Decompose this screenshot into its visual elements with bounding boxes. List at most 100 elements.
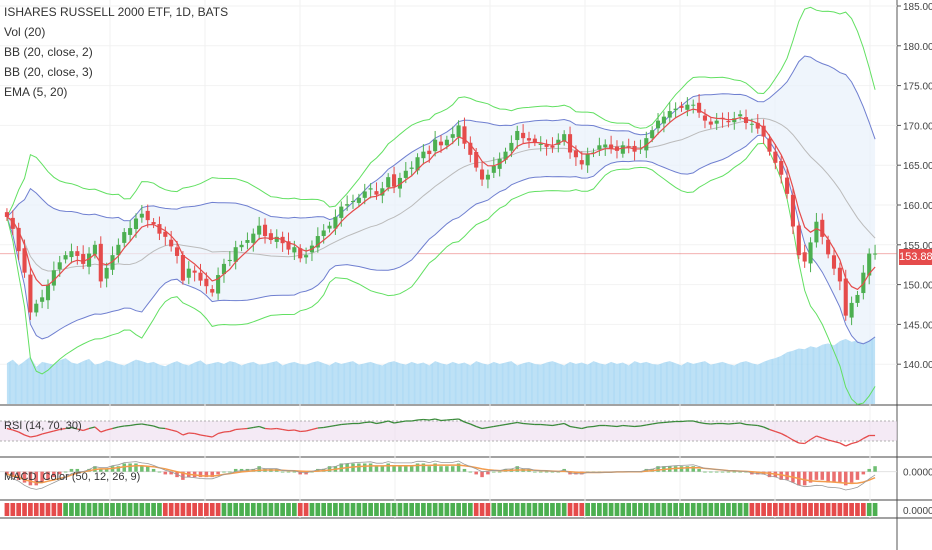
rsi-segment <box>505 422 512 426</box>
rsi-segment <box>528 423 535 426</box>
volume-bar <box>286 363 291 404</box>
candle-body <box>221 263 227 275</box>
strip-bar <box>33 503 39 516</box>
volume-bar <box>773 358 778 404</box>
volume-bar <box>298 364 303 404</box>
strip-bar <box>462 503 467 516</box>
candle-body <box>679 105 684 108</box>
macd-histogram-bar <box>151 468 156 472</box>
rsi-segment <box>475 425 483 430</box>
candle-body <box>16 227 21 252</box>
rsi-segment <box>470 423 477 428</box>
strip-bar <box>550 503 555 516</box>
strip-bar <box>573 503 579 516</box>
rsi-segment <box>417 418 424 421</box>
strip-bar <box>784 503 790 516</box>
candle-body <box>644 138 649 151</box>
candle-body <box>169 239 174 247</box>
candle-body <box>75 251 80 256</box>
rsi-segment <box>235 428 242 431</box>
volume-bar <box>861 342 866 404</box>
y-tick-label: 165.00 <box>903 161 932 172</box>
macd-histogram-bar <box>362 463 367 472</box>
macd-histogram-bar <box>427 466 432 472</box>
rsi-segment <box>851 441 858 445</box>
volume-bar <box>873 337 878 404</box>
strip-bar <box>720 503 725 516</box>
volume-bar <box>556 363 561 404</box>
strip-bar <box>157 503 162 516</box>
strip-bar <box>338 503 344 516</box>
macd-histogram-bar <box>122 463 127 472</box>
strip-bar <box>444 503 450 516</box>
rsi-segment <box>341 423 348 426</box>
volume-bar <box>755 364 760 404</box>
strip-bar <box>497 503 503 516</box>
rsi-segment <box>563 422 571 428</box>
strip-bar <box>467 503 473 516</box>
macd-histogram-bar <box>433 463 437 472</box>
volume-bar <box>802 349 807 404</box>
volume-bar <box>585 364 590 404</box>
rsi-segment <box>112 426 119 430</box>
rsi-segment <box>393 421 401 424</box>
macd-histogram-bar <box>398 466 402 472</box>
volume-bar <box>110 361 115 404</box>
candle-body <box>521 132 526 139</box>
volume-bar <box>837 341 842 404</box>
macd-histogram-bar <box>814 471 819 480</box>
candle-body <box>163 231 168 237</box>
candle-body <box>767 138 772 152</box>
volume-bar <box>157 364 162 404</box>
candle-body <box>444 139 449 146</box>
strip-bar <box>585 503 590 516</box>
strip-bar <box>726 503 731 516</box>
volume-bar <box>532 364 537 404</box>
volume-bar <box>16 365 21 404</box>
rsi-segment <box>329 424 336 428</box>
strip-bar <box>22 503 27 516</box>
volume-bar <box>45 363 51 404</box>
candle-body <box>655 120 661 129</box>
rsi-segment <box>558 422 565 426</box>
volume-bar <box>145 363 150 404</box>
macd-histogram-bar <box>99 468 103 472</box>
candle-body <box>192 270 197 273</box>
volume-bar <box>526 361 532 404</box>
candle-body <box>685 104 690 110</box>
y-tick-label: 185.00 <box>903 2 932 13</box>
volume-bar <box>450 361 455 404</box>
candle-body <box>409 167 414 169</box>
candle-body <box>503 151 508 160</box>
macd-histogram-bar <box>456 463 461 472</box>
strip-bar <box>104 503 109 516</box>
volume-bar <box>169 363 174 404</box>
candle-body <box>245 240 250 243</box>
rsi-segment <box>94 426 102 433</box>
candle-body <box>474 151 479 168</box>
rsi-segment <box>370 421 377 425</box>
candle-body <box>51 270 56 286</box>
strip-bar <box>696 503 702 516</box>
macd-histogram-bar <box>421 463 426 472</box>
volume-bar <box>374 364 379 404</box>
candle-body <box>157 224 162 234</box>
rsi-segment <box>247 426 254 430</box>
candle-body <box>843 278 848 316</box>
strip-bar <box>685 503 690 516</box>
strip-bar <box>743 503 749 516</box>
strip-bar <box>849 503 854 516</box>
strip-bar <box>602 503 608 516</box>
strip-bar <box>180 503 186 516</box>
volume-bar <box>661 362 666 404</box>
macd-histogram-bar <box>392 466 396 472</box>
macd-histogram-bar <box>198 471 203 478</box>
rsi-label: RSI (14, 70, 30) <box>4 420 82 432</box>
strip-bar <box>186 503 192 516</box>
strip-bar <box>767 503 772 516</box>
rsi-segment <box>376 421 383 425</box>
rsi-segment <box>282 428 289 432</box>
strip-bar <box>561 503 567 516</box>
rsi-segment <box>253 425 260 429</box>
strip-bar <box>450 503 456 516</box>
